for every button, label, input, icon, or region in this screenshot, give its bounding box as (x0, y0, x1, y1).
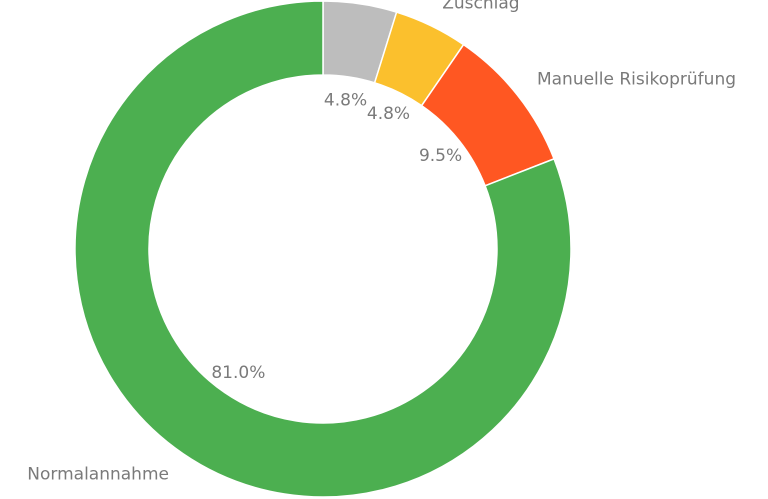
slice-label: Zuschlag (442, 0, 519, 13)
percent-label: 81.0% (211, 363, 265, 383)
slice-label: Normalannahme (27, 464, 169, 484)
percent-label: 4.8% (324, 91, 367, 111)
percent-label: 4.8% (367, 104, 410, 124)
donut-slice (74, 0, 572, 498)
percent-label: 9.5% (419, 146, 462, 166)
slice-label: Manuelle Risikoprüfung (537, 69, 736, 89)
